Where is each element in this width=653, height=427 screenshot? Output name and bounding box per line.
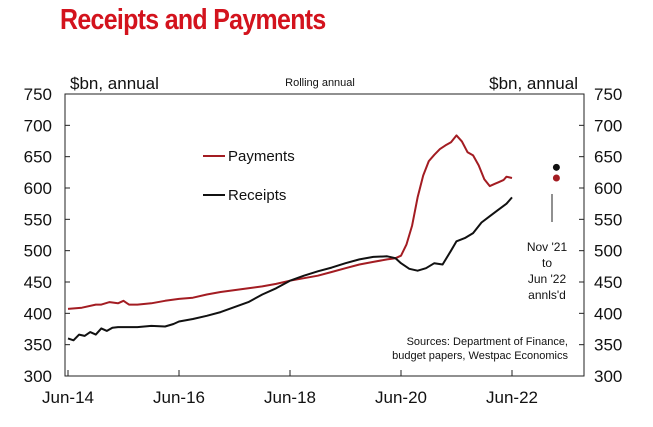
page-title: Receipts and Payments: [60, 4, 326, 36]
y-tick-label-left: 500: [24, 242, 52, 261]
y-axis-label-right: $bn, annual: [489, 74, 578, 93]
y-tick-label-right: 500: [594, 242, 622, 261]
y-tick-label-left: 600: [24, 179, 52, 198]
y-tick-label-right: 700: [594, 116, 622, 135]
y-axis-label-left: $bn, annual: [70, 74, 159, 93]
y-tick-label-left: 400: [24, 304, 52, 323]
series-points: [552, 163, 560, 182]
x-tick-label: Jun-18: [264, 388, 316, 407]
note-line-2: to: [542, 256, 552, 270]
y-tick-label-right: 400: [594, 304, 622, 323]
y-tick-label-right: 450: [594, 273, 622, 292]
legend-payments-label: Payments: [228, 148, 295, 165]
y-tick-label-right: 750: [594, 85, 622, 104]
y-tick-label-left: 700: [24, 116, 52, 135]
note-line-3: Jun '22: [528, 272, 567, 286]
x-ticks: Jun-14 Jun-16 Jun-18 Jun-20 Jun-22: [42, 370, 538, 407]
note-line-4: annls'd: [528, 288, 566, 302]
x-tick-label: Jun-14: [42, 388, 94, 407]
y-tick-label-right: 350: [594, 336, 622, 355]
legend-receipts-label: Receipts: [228, 187, 286, 204]
source-line-1: Sources: Department of Finance,: [407, 336, 568, 348]
annualised-point-3: [552, 174, 560, 182]
y-ticks-right: 750 700 650 600 550 500 450 400 350 300: [579, 85, 622, 386]
series-lines: [67, 134, 513, 342]
annualised-point-2: [552, 163, 560, 171]
x-tick-label: Jun-20: [375, 388, 427, 407]
y-tick-label-left: 350: [24, 336, 52, 355]
y-tick-label-left: 550: [24, 210, 52, 229]
series-line-receipts: [67, 196, 513, 342]
x-tick-label: Jun-16: [153, 388, 205, 407]
source-line-2: budget papers, Westpac Economics: [392, 350, 568, 362]
y-tick-label-left: 650: [24, 148, 52, 167]
x-tick-label: Jun-22: [486, 388, 538, 407]
y-tick-label-right: 550: [594, 210, 622, 229]
y-tick-label-left: 450: [24, 273, 52, 292]
chart-subtitle: Rolling annual: [285, 77, 355, 89]
note-line-1: Nov '21: [527, 240, 568, 254]
y-ticks-left: 750 700 650 600 550 500 450 400 350 300: [24, 85, 70, 386]
y-tick-label-right: 650: [594, 148, 622, 167]
y-tick-label-left: 300: [24, 367, 52, 386]
series-line-payments: [67, 134, 513, 310]
y-tick-label-left: 750: [24, 85, 52, 104]
y-tick-label-right: 600: [594, 179, 622, 198]
plot-frame: [64, 93, 585, 377]
y-tick-label-right: 300: [594, 367, 622, 386]
